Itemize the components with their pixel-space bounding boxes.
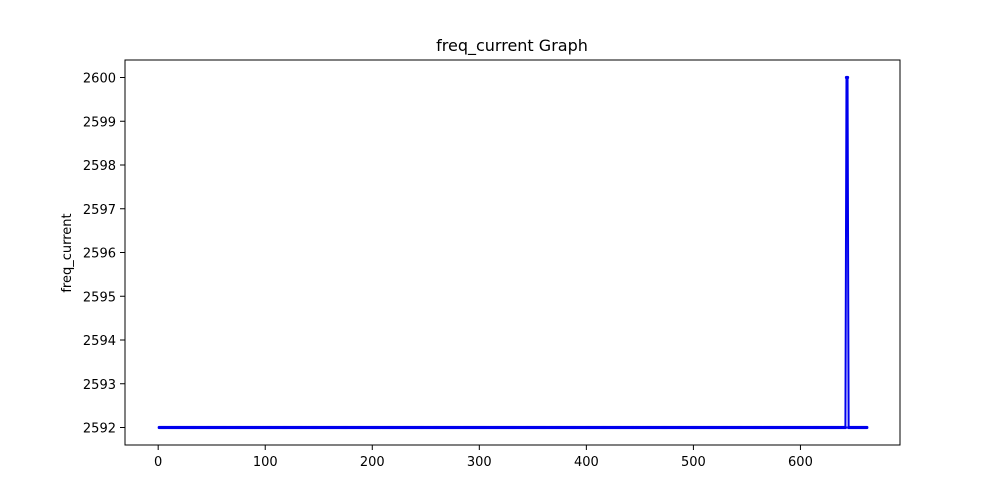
y-tick-label: 2599	[83, 115, 116, 130]
y-tick-label: 2595	[83, 290, 116, 305]
x-tick-label: 300	[467, 455, 492, 470]
y-axis-title: freq_current	[60, 213, 75, 292]
x-tick-label: 100	[253, 455, 278, 470]
y-tick-label: 2598	[83, 159, 116, 174]
data-point	[865, 426, 868, 429]
x-tick-label: 400	[574, 455, 599, 470]
x-tick-label: 200	[360, 455, 385, 470]
data-point	[844, 426, 847, 429]
x-tick-label: 0	[154, 455, 162, 470]
data-point	[846, 76, 849, 79]
plot-frame	[125, 60, 900, 445]
y-tick-label: 2596	[83, 247, 116, 262]
y-tick-label: 2600	[83, 72, 116, 87]
chart-title: freq_current Graph	[436, 36, 588, 56]
y-tick-label: 2594	[83, 334, 116, 349]
y-tick-label: 2592	[83, 422, 116, 437]
y-tick-label: 2593	[83, 378, 116, 393]
series-markers	[158, 76, 869, 429]
x-tick-label: 600	[788, 455, 813, 470]
x-axis-ticks: 0 100 200 300 400 500 600	[154, 445, 813, 470]
series-layer	[158, 76, 869, 429]
y-tick-label: 2597	[83, 203, 116, 218]
y-axis-ticks: 2592 2593 2594 2595 2596 2597 2598 2599 2600	[83, 72, 125, 437]
x-tick-label: 500	[681, 455, 706, 470]
series-line	[159, 78, 867, 428]
